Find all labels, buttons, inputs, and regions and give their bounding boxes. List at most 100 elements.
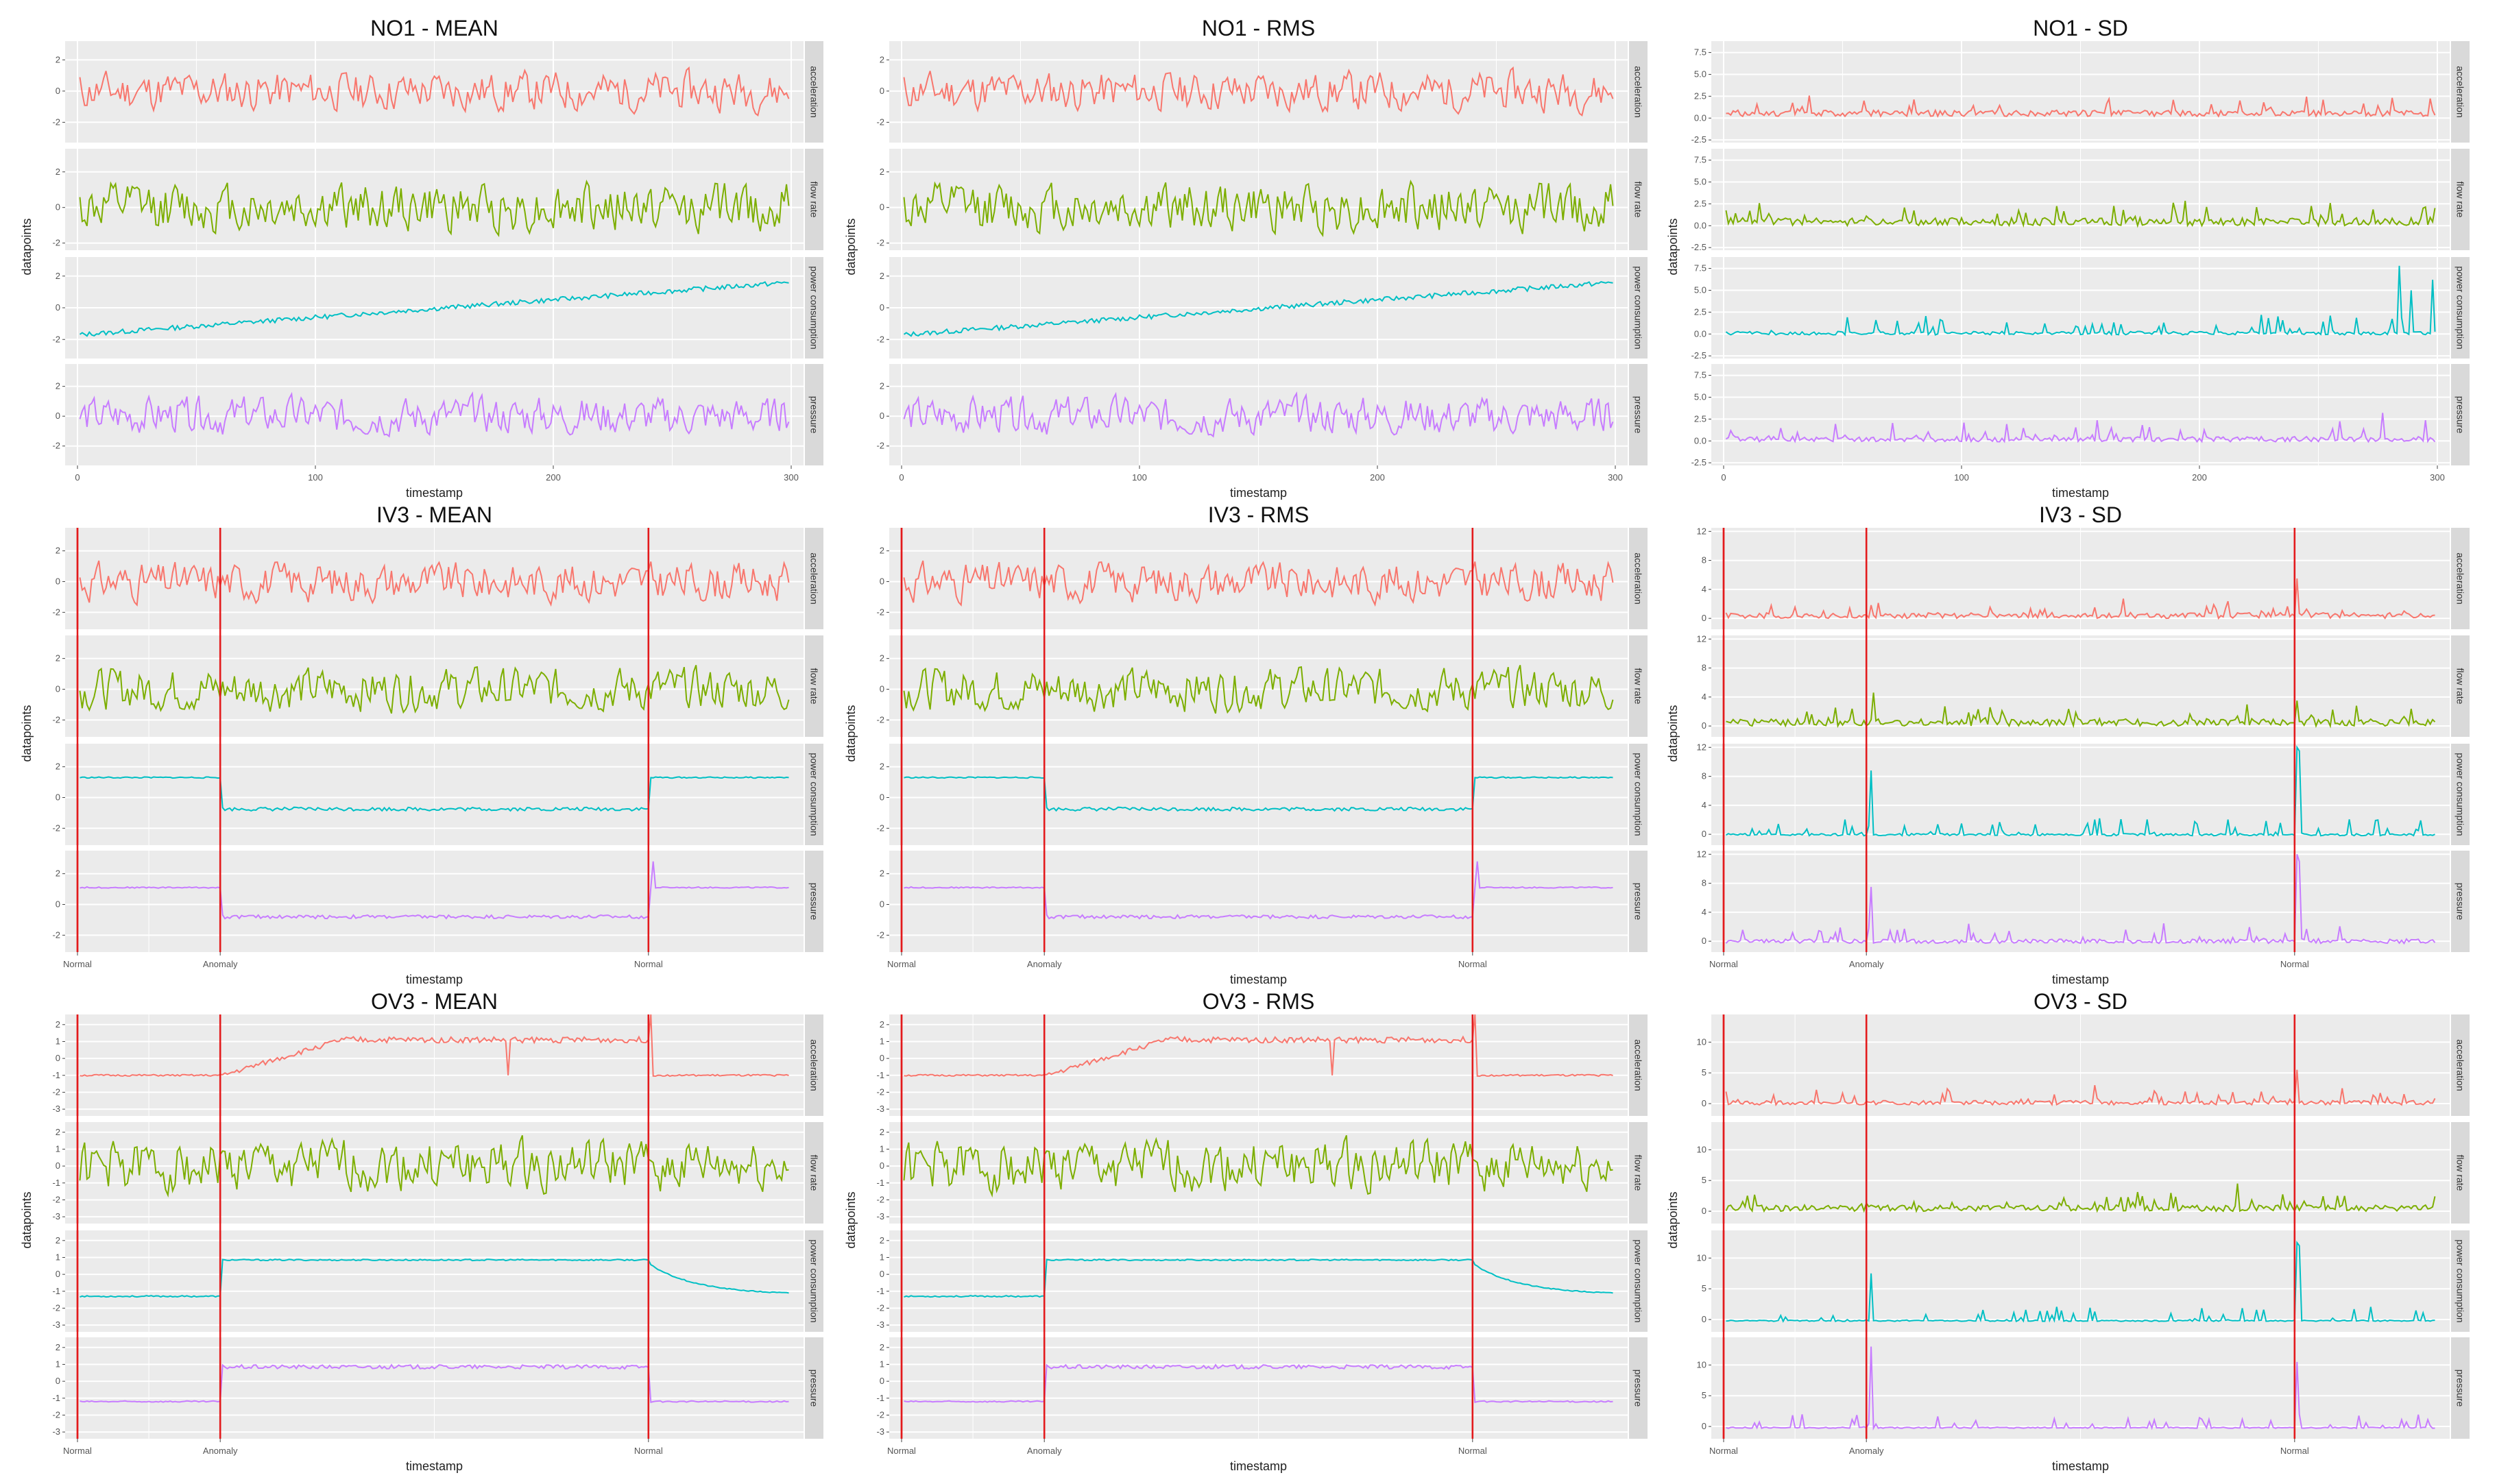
facet-strip: [805, 528, 823, 629]
y-tick-label: -2: [876, 334, 884, 344]
y-tick-label: -2: [52, 1409, 60, 1420]
facet-strip: [805, 1230, 823, 1332]
y-tick-label: 0: [880, 302, 884, 313]
series-line-pressure: [904, 861, 1613, 920]
y-tick-label: 7.5: [1694, 47, 1706, 58]
y-tick-label: 1: [880, 1143, 884, 1154]
y-tick-label: 1: [880, 1252, 884, 1262]
series-line-acceleration: [1726, 95, 2436, 119]
y-tick-label: -2: [876, 1409, 884, 1420]
facet-strip-label: flow rate: [809, 668, 820, 705]
y-tick-label: 2: [880, 762, 884, 772]
y-axis-label: datapoints: [20, 1191, 34, 1248]
x-tick-label: 200: [1370, 472, 1385, 483]
y-tick-label: 0: [880, 683, 884, 694]
chart-6: IV3 - SD datapoints timestamp acceleration 0…: [1666, 502, 2470, 986]
chart-title: IV3 - MEAN: [376, 502, 492, 527]
chart-2: NO1 - RMS datapoints timestamp acceleration…: [844, 16, 1648, 500]
facet-strip-label: acceleration: [809, 66, 820, 118]
y-tick-label: 2: [880, 271, 884, 281]
series-line-flow-rate: [1725, 1183, 2436, 1213]
y-tick-label: 2: [56, 54, 60, 64]
facet-strip: [805, 851, 823, 952]
y-tick-label: -2: [876, 929, 884, 940]
y-tick-label: 2: [880, 546, 884, 556]
x-tick-label: 100: [1132, 472, 1147, 483]
y-tick-label: 4: [1702, 692, 1706, 702]
y-tick-label: 0: [1702, 829, 1706, 839]
chart-7: OV3 - MEAN datapoints timestamp acceleratio…: [20, 989, 823, 1473]
series-line-flow-rate: [79, 179, 790, 238]
y-tick-label: -2: [52, 334, 60, 344]
facet-strip: [805, 149, 823, 250]
y-tick-label: 7.5: [1694, 155, 1706, 165]
y-tick-label: -1: [52, 1286, 60, 1296]
y-tick-label: 10: [1697, 1359, 1706, 1370]
facet-strip-label: power consumption: [809, 753, 820, 836]
x-axis-label: timestamp: [2052, 973, 2109, 986]
y-tick-label: -2: [876, 1194, 884, 1204]
y-tick-label: 0: [880, 1376, 884, 1386]
x-tick-label: Anomaly: [1027, 959, 1062, 969]
facet-strip: [2451, 257, 2470, 358]
chart-4: IV3 - MEAN datapoints timestamp acceleratio…: [20, 502, 823, 986]
facet-strip: [805, 257, 823, 358]
y-tick-label: 2.5: [1694, 306, 1706, 317]
x-tick-label: Normal: [63, 1446, 92, 1456]
y-tick-label: 5.0: [1694, 69, 1706, 79]
facet-strip-label: acceleration: [1633, 552, 1644, 605]
facet-strip: [2451, 149, 2470, 250]
facet-strip: [1629, 257, 1648, 358]
facet-strip-label: flow rate: [809, 182, 820, 218]
y-tick-label: 8: [1702, 771, 1706, 781]
y-tick-label: 0: [56, 1269, 60, 1279]
y-tick-label: 7.5: [1694, 263, 1706, 273]
x-tick-label: Normal: [634, 1446, 663, 1456]
chart-title: OV3 - MEAN: [371, 989, 498, 1014]
series-line-pressure: [1725, 853, 2436, 945]
y-tick-label: 4: [1702, 584, 1706, 594]
facet-strip: [1629, 851, 1648, 952]
x-axis-label: timestamp: [406, 1459, 463, 1473]
y-tick-label: 0: [56, 1160, 60, 1171]
y-tick-label: 0: [56, 576, 60, 586]
y-tick-label: 10: [1697, 1036, 1706, 1047]
x-tick-label: Normal: [1709, 1446, 1738, 1456]
facet-strip-label: acceleration: [2455, 66, 2466, 118]
y-tick-label: 8: [1702, 555, 1706, 565]
facet-strip-label: power consumption: [2455, 753, 2466, 836]
y-axis-label: datapoints: [844, 705, 858, 762]
facet-strip: [805, 1337, 823, 1439]
facet-strip: [1629, 41, 1648, 143]
series-line-acceleration: [904, 1014, 1613, 1078]
y-tick-label: 0: [1702, 613, 1706, 623]
y-tick-label: 0: [880, 202, 884, 212]
x-axis-label: timestamp: [2052, 486, 2109, 500]
y-tick-label: 2: [56, 381, 60, 391]
facet-strip-label: pressure: [2455, 396, 2466, 434]
facet-strip-label: pressure: [809, 883, 820, 921]
y-tick-label: -2: [52, 714, 60, 725]
y-tick-label: -2: [876, 238, 884, 248]
facet-strip-label: flow rate: [809, 1155, 820, 1191]
y-tick-label: 0: [56, 792, 60, 802]
y-tick-label: 1: [56, 1359, 60, 1369]
y-tick-label: -1: [52, 1393, 60, 1403]
facet-strip-label: pressure: [1633, 396, 1644, 434]
chart-title: NO1 - MEAN: [370, 16, 498, 40]
y-tick-label: 0: [880, 792, 884, 802]
x-axis-label: timestamp: [1230, 973, 1287, 986]
facet-strip: [2451, 635, 2470, 737]
y-tick-label: 0.0: [1694, 328, 1706, 339]
facet-strip: [2451, 1014, 2470, 1116]
y-tick-label: -2: [876, 823, 884, 833]
series-line-acceleration: [79, 560, 790, 607]
y-tick-label: -3: [876, 1104, 884, 1114]
series-line-acceleration: [1725, 1069, 2436, 1107]
y-tick-label: 0: [1702, 1314, 1706, 1324]
y-tick-label: -2.5: [1691, 350, 1706, 361]
series-line-power-consumption: [1725, 265, 2436, 337]
facet-strip-label: acceleration: [2455, 1039, 2466, 1091]
y-tick-label: 0: [56, 411, 60, 421]
